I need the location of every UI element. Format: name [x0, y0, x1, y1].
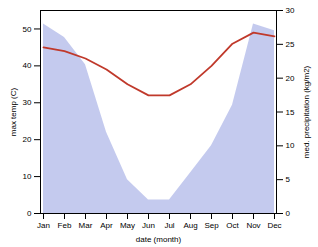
- svg-text:med. precipitation (kg/m2): med. precipitation (kg/m2): [302, 65, 311, 158]
- svg-text:Mar: Mar: [79, 221, 93, 230]
- svg-text:50: 50: [23, 25, 32, 34]
- svg-text:Apr: Apr: [100, 221, 113, 230]
- svg-text:Sep: Sep: [204, 221, 219, 230]
- svg-text:max temp (C): max temp (C): [9, 87, 18, 136]
- svg-text:0: 0: [286, 209, 291, 218]
- svg-text:30: 30: [23, 98, 32, 107]
- svg-text:30: 30: [286, 6, 295, 15]
- svg-text:0: 0: [27, 209, 32, 218]
- svg-text:20: 20: [286, 74, 295, 83]
- svg-text:Jun: Jun: [142, 221, 155, 230]
- svg-text:25: 25: [286, 40, 295, 49]
- svg-text:Dec: Dec: [267, 221, 281, 230]
- svg-text:May: May: [120, 221, 135, 230]
- svg-text:10: 10: [286, 141, 295, 150]
- svg-text:Oct: Oct: [226, 221, 239, 230]
- svg-text:40: 40: [23, 61, 32, 70]
- svg-text:date (month): date (month): [136, 235, 182, 244]
- svg-text:20: 20: [23, 135, 32, 144]
- svg-text:Jan: Jan: [37, 221, 50, 230]
- svg-text:Aug: Aug: [183, 221, 197, 230]
- svg-text:Nov: Nov: [246, 221, 260, 230]
- svg-text:10: 10: [23, 172, 32, 181]
- svg-text:Feb: Feb: [58, 221, 72, 230]
- svg-text:Jul: Jul: [164, 221, 174, 230]
- svg-text:15: 15: [286, 108, 295, 117]
- svg-text:5: 5: [286, 175, 291, 184]
